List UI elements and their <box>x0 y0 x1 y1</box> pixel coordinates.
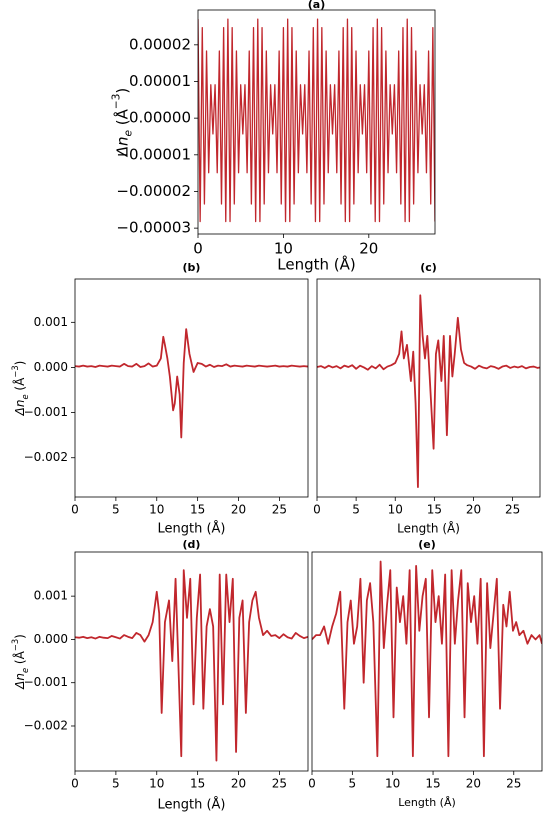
data-line <box>75 328 308 439</box>
y-axis-label-part: −3 <box>10 365 20 377</box>
y-tick-label: −0.002 <box>24 450 68 464</box>
y-tick-label: −0.002 <box>24 718 68 732</box>
x-tick-label: 15 <box>190 777 205 791</box>
panel-title: (e) <box>418 538 436 551</box>
panel-title: (b) <box>183 261 201 274</box>
y-axis-label: Δne (Å−3) <box>10 361 30 417</box>
axes-frame <box>74 278 309 498</box>
y-tick-label: 0.000 <box>34 632 68 646</box>
x-tick-label: 5 <box>112 777 120 791</box>
y-axis-label-part: Δn <box>13 673 27 690</box>
y-axis-label-part: e <box>20 394 30 399</box>
y-axis-label-part: (Å <box>12 377 27 394</box>
x-axis-label: Length (Å) <box>157 797 225 813</box>
y-tick-label: 0.00001 <box>129 72 191 90</box>
x-tick-label: 25 <box>272 777 287 791</box>
x-tick-label: 10 <box>149 777 164 791</box>
y-axis-label: Δne (Å−3) <box>111 88 135 157</box>
x-axis-label: Length (Å) <box>157 521 225 537</box>
axes-frame <box>311 551 543 772</box>
y-axis-label-part: ) <box>13 634 27 639</box>
y-axis-label-part: Δn <box>113 136 131 157</box>
x-tick-label: 5 <box>352 503 360 517</box>
x-tick-label: 20 <box>231 777 246 791</box>
y-axis-label-part: (Å <box>12 650 27 667</box>
y-tick-label: −0.00003 <box>116 219 191 237</box>
data-line <box>312 560 542 758</box>
x-tick-label: 20 <box>466 777 481 791</box>
x-tick-label: 25 <box>506 777 521 791</box>
y-tick-label: 0.000 <box>34 360 68 374</box>
x-tick-label: 25 <box>272 503 287 517</box>
x-axis-label: Length (Å) <box>398 796 456 809</box>
x-tick-label: 15 <box>427 503 442 517</box>
data-line <box>317 294 540 488</box>
x-tick-label: 15 <box>190 503 205 517</box>
x-tick-label: 0 <box>71 503 79 517</box>
x-tick-label: 10 <box>388 503 403 517</box>
x-tick-label: 0 <box>313 503 321 517</box>
x-tick-label: 15 <box>425 777 440 791</box>
y-axis-label-part: −3 <box>111 94 123 109</box>
x-axis-label: Length (Å) <box>277 255 355 274</box>
y-axis-label-part: ) <box>13 361 27 366</box>
axes-frame <box>316 278 541 498</box>
x-tick-label: 20 <box>231 503 246 517</box>
y-axis-label: Δne (Å−3) <box>10 634 30 690</box>
x-tick-label: 10 <box>149 503 164 517</box>
x-tick-label: 10 <box>385 777 400 791</box>
data-line <box>75 569 308 762</box>
x-axis-label: Length (Å) <box>397 521 460 536</box>
y-axis-label-part: (Å <box>112 108 131 130</box>
y-tick-label: −0.001 <box>24 675 68 689</box>
x-tick-label: 0 <box>193 240 203 258</box>
x-tick-label: 0 <box>71 777 79 791</box>
y-tick-label: 0.001 <box>34 589 68 603</box>
y-tick-label: −0.00001 <box>116 145 191 163</box>
y-tick-label: 0.00000 <box>129 109 191 127</box>
axes-frame <box>197 9 436 235</box>
y-axis-label-part: e <box>123 130 135 136</box>
y-tick-label: 0.00002 <box>129 35 191 53</box>
x-tick-label: 5 <box>112 503 120 517</box>
x-tick-label: 10 <box>274 240 293 258</box>
y-tick-label: −0.00002 <box>116 182 191 200</box>
y-tick-label: 0.001 <box>34 315 68 329</box>
data-line <box>198 18 435 223</box>
x-tick-label: 20 <box>466 503 481 517</box>
y-axis-label-part: −3 <box>10 639 20 651</box>
x-tick-label: 0 <box>308 777 316 791</box>
y-axis-label-part: Δn <box>13 400 27 417</box>
panel-title: (a) <box>308 0 325 11</box>
x-tick-label: 25 <box>505 503 520 517</box>
y-tick-label: −0.001 <box>24 405 68 419</box>
y-axis-label-part: e <box>20 668 30 673</box>
x-tick-label: 20 <box>359 240 378 258</box>
panel-title: (d) <box>183 538 201 551</box>
y-axis-label-part: ) <box>113 88 131 94</box>
x-tick-label: 5 <box>349 777 357 791</box>
panel-title: (c) <box>420 261 437 274</box>
axes-frame <box>74 551 309 772</box>
